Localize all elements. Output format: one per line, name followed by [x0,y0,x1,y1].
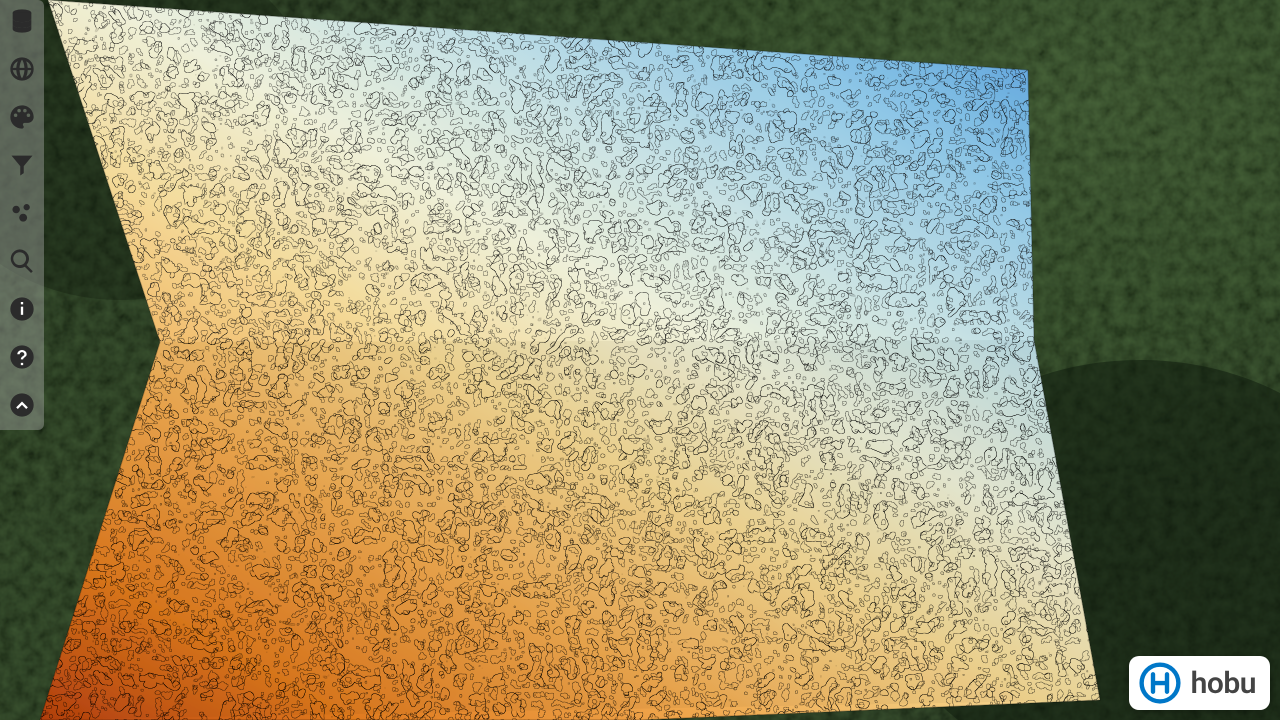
brand-logo-text: hobu [1191,666,1256,701]
search-button[interactable] [5,246,39,280]
help-icon [8,343,36,375]
point-cloud-viewport[interactable] [0,0,1280,720]
globe-button[interactable] [5,54,39,88]
data-button[interactable] [5,6,39,40]
database-icon [8,7,36,39]
chevron-up-icon [8,391,36,423]
info-icon [8,295,36,327]
filter-button[interactable] [5,150,39,184]
palette-button[interactable] [5,102,39,136]
globe-icon [8,55,36,87]
help-button[interactable] [5,342,39,376]
brand-logo[interactable]: hobu [1129,656,1270,710]
collapse-button[interactable] [5,390,39,424]
cluster-icon [8,199,36,231]
hobu-mark-icon [1139,662,1181,704]
info-button[interactable] [5,294,39,328]
palette-icon [8,103,36,135]
side-toolbar [0,0,44,430]
search-icon [8,247,36,279]
cluster-button[interactable] [5,198,39,232]
filter-icon [8,151,36,183]
